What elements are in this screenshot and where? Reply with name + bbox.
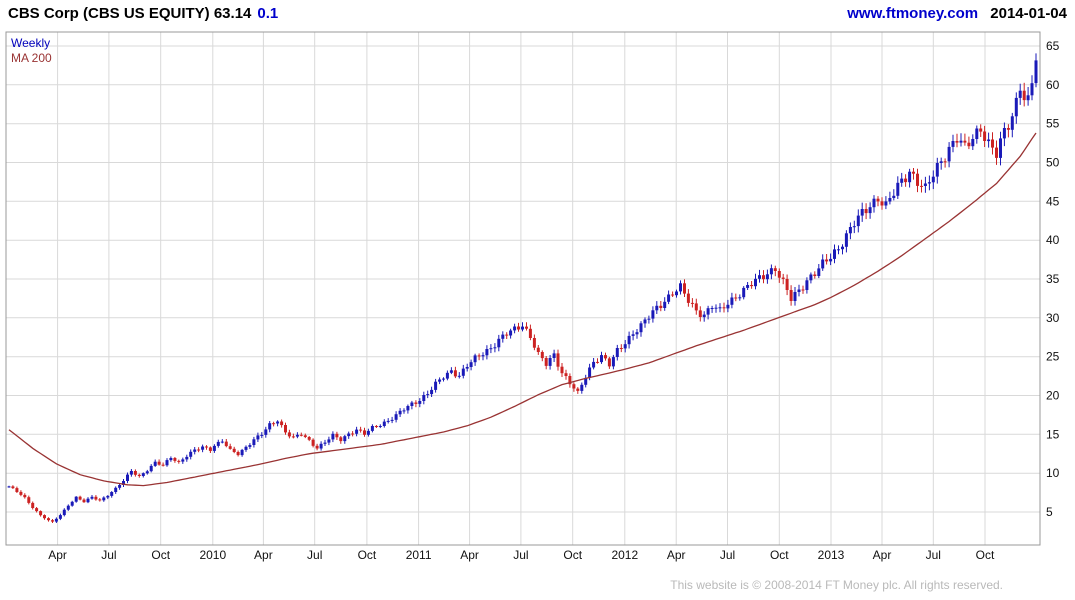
- instrument-title: CBS Corp (CBS US EQUITY) 63.14: [8, 5, 252, 22]
- y-tick-label: 25: [1046, 350, 1060, 364]
- candles: [7, 53, 1038, 523]
- legend-ma200-label: MA 200: [11, 51, 52, 65]
- chart-header: CBS Corp (CBS US EQUITY) 63.14 0.1 www.ft…: [0, 0, 1075, 28]
- x-tick-label: Apr: [667, 548, 686, 562]
- x-tick-label: Oct: [151, 548, 170, 562]
- x-tick-label: Oct: [563, 548, 582, 562]
- x-tick-label: Apr: [48, 548, 67, 562]
- plot-border: [5, 31, 1041, 546]
- chart-legend: Weekly MA 200: [11, 36, 52, 66]
- x-tick-label: Jul: [926, 548, 941, 562]
- x-tick-label: Oct: [976, 548, 995, 562]
- y-tick-label: 20: [1046, 389, 1060, 403]
- y-tick-label: 55: [1046, 117, 1060, 131]
- y-tick-label: 50: [1046, 156, 1060, 170]
- x-tick-label: Apr: [460, 548, 479, 562]
- y-tick-label: 60: [1046, 78, 1060, 92]
- grid-lines: [6, 32, 1040, 545]
- x-tick-label: Oct: [358, 548, 377, 562]
- x-tick-label: Apr: [873, 548, 892, 562]
- x-axis-labels: Apr Jul Oct 2010 Apr Jul Oct 2011 Apr Jul Oct 2012 A…: [48, 548, 995, 562]
- x-tick-label: 2012: [611, 548, 638, 562]
- x-tick-label: Jul: [101, 548, 116, 562]
- ftmoney-link[interactable]: www.ftmoney.com: [847, 5, 979, 22]
- page-title: CBS Corp (CBS US EQUITY) 63.14 0.1: [8, 5, 278, 22]
- y-tick-label: 40: [1046, 233, 1060, 247]
- x-tick-label: Jul: [720, 548, 735, 562]
- x-tick-label: Jul: [513, 548, 528, 562]
- legend-weekly-label: Weekly: [11, 36, 51, 50]
- copyright-text: This website is © 2008-2014 FT Money plc…: [670, 578, 1003, 592]
- x-tick-label: Jul: [307, 548, 322, 562]
- y-tick-label: 45: [1046, 194, 1060, 208]
- x-tick-label: Oct: [770, 548, 789, 562]
- y-tick-label: 5: [1046, 505, 1053, 519]
- price-change: 0.1: [257, 5, 279, 22]
- y-tick-label: 10: [1046, 466, 1060, 480]
- x-tick-label: 2010: [199, 548, 226, 562]
- x-tick-label: Apr: [254, 548, 273, 562]
- y-tick-label: 15: [1046, 427, 1060, 441]
- ma-200-line: [8, 132, 1037, 487]
- y-axis-labels: 5 10 15 20 25 30 35 40 45 50 55 60 65: [1046, 39, 1060, 519]
- x-tick-label: 2011: [406, 548, 432, 562]
- y-tick-label: 30: [1046, 311, 1060, 325]
- header-right: www.ftmoney.com 2014-01-04: [847, 5, 1067, 22]
- y-tick-label: 35: [1046, 272, 1060, 286]
- y-tick-label: 65: [1046, 39, 1060, 53]
- chart-date: 2014-01-04: [990, 5, 1067, 22]
- x-tick-label: 2013: [818, 548, 845, 562]
